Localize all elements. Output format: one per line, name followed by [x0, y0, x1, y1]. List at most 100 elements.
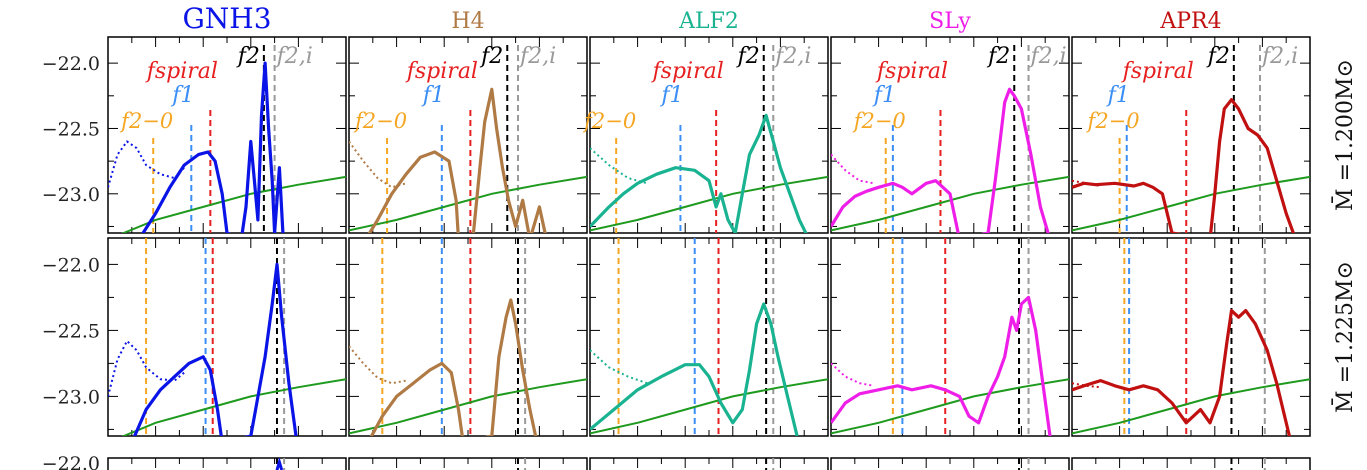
label-f20: f2−0 [852, 109, 906, 133]
premerger-curve [108, 140, 185, 188]
panel-apr4-row3 [1071, 457, 1311, 470]
noise-curve [590, 175, 828, 232]
label-f2i: f2,i [518, 44, 556, 69]
noise-curve [349, 175, 587, 232]
panel-content [349, 238, 587, 436]
noise-curve [590, 378, 828, 435]
label-f2: f2 [236, 44, 260, 69]
label-f2i: f2,i [773, 44, 811, 69]
y-tick-label: −23.0 [42, 184, 100, 206]
spectrum-curve [369, 298, 538, 436]
label-fspiral: fspiral [875, 59, 948, 84]
panel-h4-row2 [348, 237, 588, 437]
panel-gnh3-row3 [107, 457, 347, 470]
panel-content [1072, 45, 1310, 233]
panel-sly-row3 [830, 457, 1070, 470]
panel-alf2-row3 [589, 457, 829, 470]
column-title-apr4: APR4 [1159, 9, 1221, 34]
panel-frame [830, 237, 1070, 437]
label-f20: f2−0 [353, 109, 407, 133]
label-fspiral: fspiral [1121, 59, 1194, 84]
label-f1: f1 [659, 83, 683, 108]
y-tick-label: −22.0 [42, 254, 100, 276]
panel-gnh3-row2 [107, 237, 347, 437]
panel-content [590, 238, 828, 436]
noise-curve [1072, 175, 1310, 232]
row-label: M̄ =1.225M⊙ [1331, 261, 1358, 413]
label-f1: f1 [1106, 83, 1130, 108]
spectrum-curve [590, 302, 799, 436]
label-f2i: f2,i [1029, 44, 1067, 69]
noise-curve [831, 378, 1069, 435]
column-title-h4: H4 [451, 9, 484, 34]
spectrum-curve [590, 113, 808, 233]
premerger-curve [590, 349, 648, 385]
spectrum-curve [831, 87, 1050, 233]
panel-content [108, 238, 346, 436]
spectrum-curve [1072, 98, 1296, 233]
premerger-curve [590, 147, 648, 185]
panel-content [831, 238, 1069, 436]
label-f2: f2 [736, 44, 760, 69]
premerger-curve [349, 140, 407, 189]
noise-curve [1072, 378, 1310, 435]
premerger-curve [831, 362, 874, 387]
y-tick-label: −22.0 [42, 453, 100, 470]
premerger-curve [108, 339, 185, 397]
panel-frame [1071, 237, 1311, 437]
y-tick-label: −22.0 [42, 53, 100, 75]
spectrum-curve [275, 458, 284, 470]
label-fspiral: fspiral [145, 59, 218, 84]
noise-curve [121, 378, 346, 436]
premerger-curve [831, 153, 874, 185]
panel-frame [348, 237, 588, 437]
label-f1: f1 [421, 83, 445, 108]
label-f2i: f2,i [1260, 44, 1298, 69]
label-f2: f2 [479, 44, 503, 69]
label-f2: f2 [986, 44, 1010, 69]
label-f20: f2−0 [119, 109, 173, 133]
column-title-gnh3: GNH3 [182, 2, 271, 35]
label-f1: f1 [170, 83, 194, 108]
spectrum-curve [1072, 309, 1292, 436]
label-fspiral: fspiral [651, 59, 724, 84]
label-f2i: f2,i [275, 44, 313, 69]
noise-curve [831, 175, 1069, 232]
spectrum-curve [831, 295, 1052, 436]
panel-content [1018, 458, 1030, 470]
column-title-alf2: ALF2 [678, 9, 739, 34]
panel-apr4-row2 [1071, 237, 1311, 437]
panel-frame [107, 237, 347, 437]
panel-content [831, 45, 1069, 233]
noise-curve [349, 378, 587, 435]
panel-h4-row3 [348, 457, 588, 470]
label-f20: f2−0 [582, 109, 636, 133]
label-f1: f1 [872, 83, 896, 108]
label-fspiral: fspiral [405, 59, 478, 84]
panel-sly-row2 [830, 237, 1070, 437]
premerger-curve [349, 345, 407, 385]
panel-content [108, 45, 346, 233]
y-tick-label: −23.0 [42, 386, 100, 408]
column-title-sly: SLy [929, 9, 971, 34]
panel-content [1230, 458, 1266, 470]
panel-content [590, 45, 828, 233]
panel-alf2-row2 [589, 237, 829, 437]
y-tick-label: −22.5 [42, 118, 100, 140]
label-f20: f2−0 [1086, 109, 1140, 133]
spectrum-curve [132, 262, 298, 436]
panel-frame [589, 237, 829, 437]
label-f2: f2 [1206, 44, 1230, 69]
spectrum-curve [141, 61, 285, 233]
row-label: M̄ =1.200M⊙ [1331, 59, 1358, 211]
y-tick-label: −22.5 [42, 320, 100, 342]
spectrum-curve [367, 87, 547, 233]
panel-content [275, 458, 286, 470]
panel-content [1072, 238, 1310, 436]
